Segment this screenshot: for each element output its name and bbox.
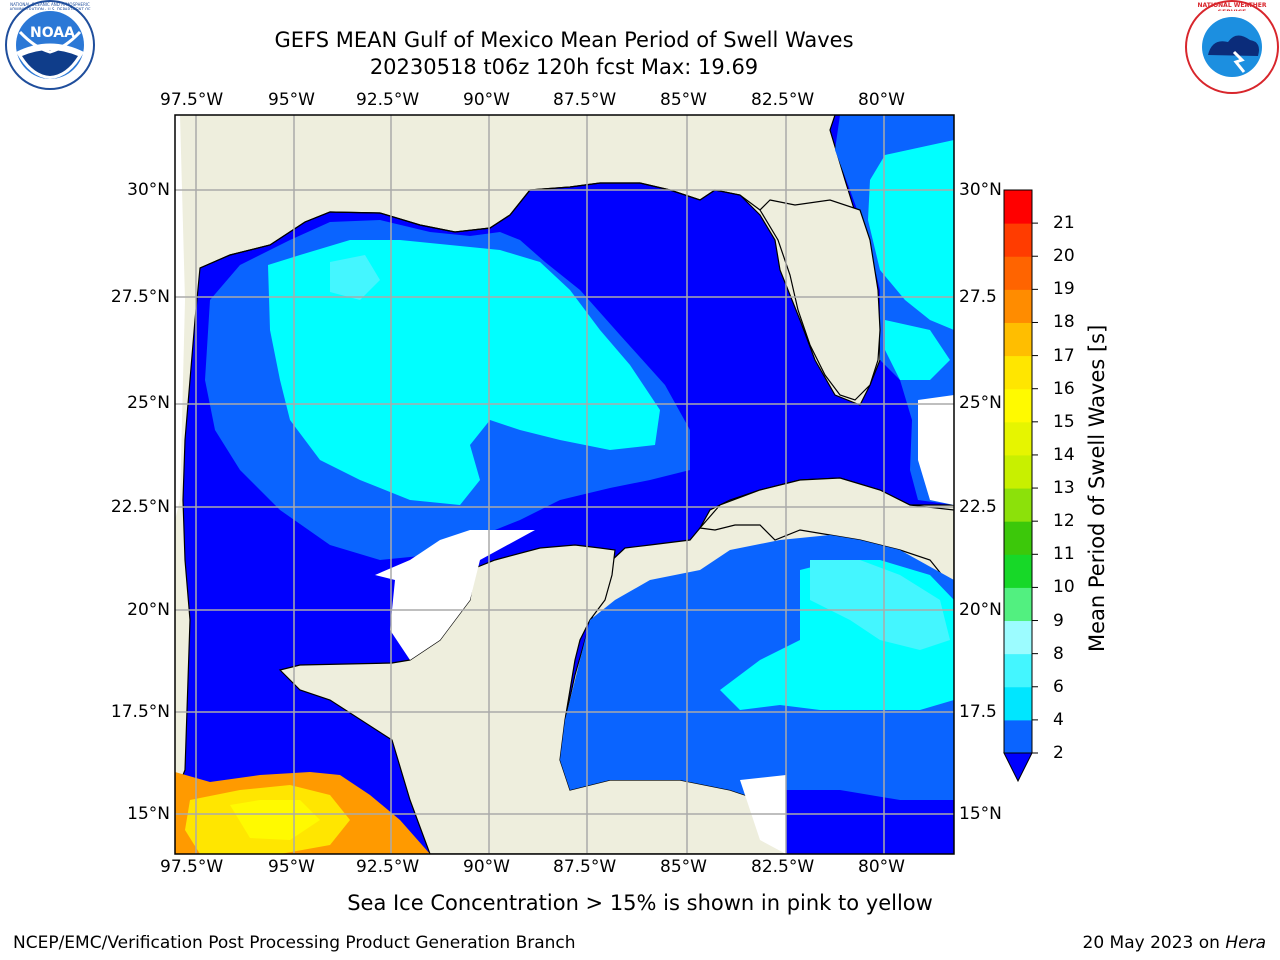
map-frame: [174, 114, 955, 855]
colorbar-segment: [1004, 554, 1032, 588]
colorbar-tick-label: 21: [1053, 213, 1075, 234]
footer-date: 20 May 2023 on Hera: [1083, 933, 1267, 953]
footer-date-text: 20 May 2023 on: [1082, 933, 1226, 953]
colorbar-tick-label: 9: [1053, 610, 1064, 631]
swell-contour-4-6s-atlantic: [868, 140, 954, 330]
footer-branch: NCEP/EMC/Verification Post Processing Pr…: [13, 933, 576, 953]
colorbar-segment: [1004, 322, 1032, 357]
lon-tick-bottom: 97.5°W: [160, 857, 224, 877]
colorbar-title: Mean Period of Swell Waves [s]: [1085, 324, 1109, 652]
colorbar-segment: [1004, 719, 1032, 754]
colorbar-tick-label: 4: [1053, 709, 1064, 730]
swell-contour-6-8s-caribbean: [810, 560, 950, 650]
colorbar-segment: [1004, 421, 1032, 456]
swell-contour-2-4s-south-pocket: [786, 790, 954, 854]
colorbar-segment: [1004, 686, 1032, 721]
florida-coast: [759, 199, 881, 401]
cuba-island: [698, 477, 954, 591]
nws-ring-text: NATIONAL WEATHER SERVICE: [1197, 2, 1267, 11]
colorbar-tick-label: 14: [1053, 444, 1075, 465]
colorbar-segment: [1004, 620, 1032, 655]
lon-tick-top: 95°W: [268, 90, 315, 110]
colorbar-segment: [1004, 653, 1032, 688]
colorbar-tick-label: 10: [1053, 577, 1075, 598]
colorbar-tick-label: 6: [1053, 676, 1064, 697]
colorbar-tick-label: 18: [1053, 312, 1075, 333]
colorbar-tick-label: 13: [1053, 478, 1075, 499]
noaa-ring-text: NATIONAL OCEANIC AND ATMOSPHERIC ADMINIS…: [9, 2, 91, 10]
lat-tick-right: 27.5: [959, 287, 997, 307]
lat-tick-right: 25°N: [959, 393, 1002, 413]
swell-contour-4-6s-keys: [885, 320, 950, 380]
colorbar-tick-label: 11: [1053, 544, 1075, 565]
lon-tick-bottom: 85°W: [660, 857, 707, 877]
sea-ice-caption: Sea Ice Concentration > 15% is shown in …: [347, 891, 933, 915]
colorbar-segment: [1004, 223, 1032, 257]
lat-tick-left: 30°N: [127, 180, 170, 200]
lat-tick-right: 17.5: [959, 702, 997, 722]
lat-tick-left: 27.5°N: [110, 287, 170, 307]
swell-contour-4-6s-west: [268, 240, 660, 505]
noaa-logo-text: NOAA: [30, 25, 75, 41]
colorbar-tick-label: 8: [1053, 643, 1064, 664]
lat-tick-right: 22.5: [959, 497, 997, 517]
lon-tick-top: 85°W: [660, 90, 707, 110]
colorbar-tick-label: 19: [1053, 279, 1075, 300]
swell-contour-6-8s-west: [330, 255, 380, 300]
lon-tick-bottom: 95°W: [268, 857, 315, 877]
colorbar-tick-label: 2: [1053, 743, 1064, 763]
lat-tick-right: 20°N: [959, 600, 1002, 620]
chart-title: GEFS MEAN Gulf of Mexico Mean Period of …: [274, 28, 854, 52]
lon-tick-top: 97.5°W: [160, 90, 224, 110]
masked-area-campeche: [375, 530, 535, 660]
lon-tick-bottom: 80°W: [858, 857, 905, 877]
lon-tick-bottom: 90°W: [463, 857, 510, 877]
colorbar-segment: [1004, 388, 1032, 423]
colorbar-segment: [1004, 355, 1032, 390]
lat-tick-right: 30°N: [959, 180, 1002, 200]
lat-tick-left: 17.5°N: [110, 702, 170, 722]
colorbar: [1004, 190, 1038, 754]
chart-subtitle: 20230518 t06z 120h fcst Max: 19.69: [369, 55, 759, 79]
footer-machine: Hera: [1225, 933, 1266, 953]
colorbar-tick-label: 20: [1053, 246, 1075, 267]
nws-logo: [1185, 0, 1279, 94]
lat-tick-right: 15°N: [959, 804, 1002, 824]
lat-tick-left: 25°N: [127, 393, 170, 413]
lon-tick-bottom: 92.5°W: [356, 857, 420, 877]
masked-area-bahamas: [918, 395, 954, 505]
us-gulf-coast: [199, 182, 761, 269]
colorbar-tick-label: 16: [1053, 378, 1075, 399]
lon-tick-bottom: 82.5°W: [751, 857, 815, 877]
colorbar-segment: [1004, 521, 1032, 555]
lon-tick-bottom: 87.5°W: [553, 857, 617, 877]
colorbar-under-triangle: [1003, 752, 1033, 783]
colorbar-segment: [1004, 289, 1032, 323]
colorbar-tick-label: 15: [1053, 411, 1075, 432]
lat-tick-left: 15°N: [127, 804, 170, 824]
colorbar-segment: [1004, 488, 1032, 522]
lon-tick-top: 90°W: [463, 90, 510, 110]
colorbar-segment: [1004, 256, 1032, 290]
colorbar-segment: [1004, 190, 1032, 224]
noaa-logo: [5, 0, 95, 90]
lon-tick-top: 80°W: [858, 90, 905, 110]
colorbar-tick-label: 17: [1053, 345, 1075, 366]
lon-tick-top: 82.5°W: [751, 90, 815, 110]
gridlines: [175, 115, 954, 854]
colorbar-segment: [1004, 587, 1032, 622]
colorbar-segment: [1004, 454, 1032, 489]
lat-tick-left: 22.5°N: [110, 497, 170, 517]
lat-tick-left: 20°N: [127, 600, 170, 620]
masked-area-west-coast: [175, 115, 185, 520]
pacific-shaded-bright: [230, 800, 320, 840]
colorbar-tick-label: 12: [1053, 511, 1075, 532]
lon-tick-top: 87.5°W: [553, 90, 617, 110]
lon-tick-top: 92.5°W: [356, 90, 420, 110]
